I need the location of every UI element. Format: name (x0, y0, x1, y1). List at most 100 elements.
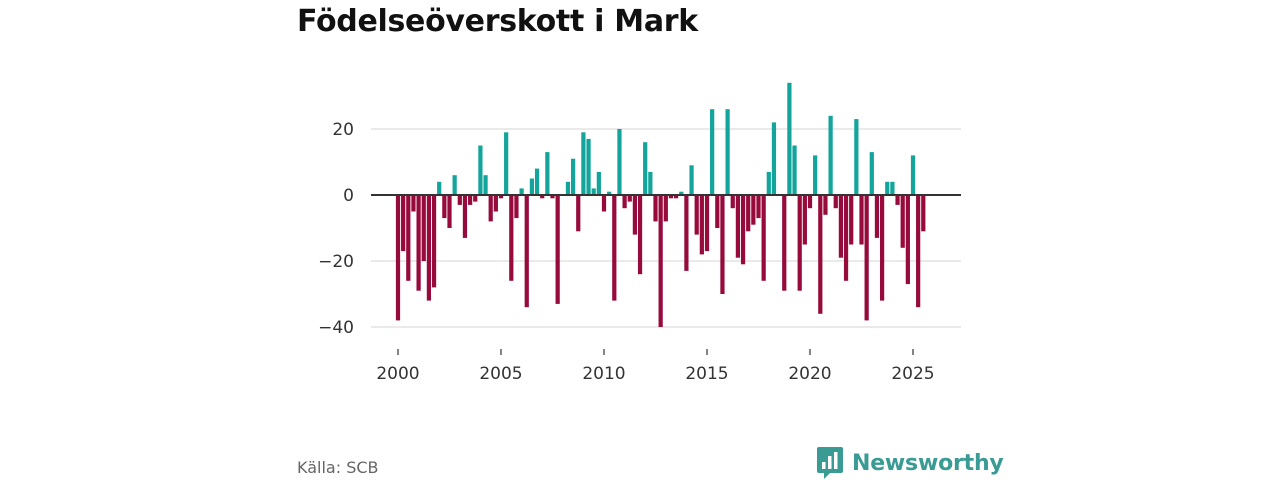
y-tick-label: −40 (318, 318, 354, 338)
bar (663, 195, 668, 222)
bar (457, 195, 462, 205)
bar (426, 195, 432, 301)
y-tick-label: 20 (332, 120, 354, 140)
bar (673, 195, 679, 199)
bar (771, 122, 777, 195)
bar (735, 195, 741, 258)
bar (514, 195, 519, 219)
bar (859, 195, 864, 245)
bar (524, 195, 529, 308)
bar (838, 195, 844, 258)
bar (720, 195, 725, 294)
bar (761, 195, 766, 281)
bar (586, 138, 591, 195)
bar (442, 195, 447, 219)
bar (823, 195, 828, 215)
bar (431, 195, 437, 288)
bar (916, 195, 921, 308)
bar (545, 152, 550, 195)
bar (679, 191, 684, 195)
bar (813, 155, 818, 195)
bar (421, 195, 426, 261)
bar (452, 175, 457, 195)
bar (684, 195, 689, 271)
bar (395, 195, 401, 321)
x-tick-label: 2015 (685, 364, 728, 384)
bar (411, 195, 416, 212)
bar (818, 195, 823, 314)
bar (529, 178, 535, 195)
bar (627, 195, 632, 202)
bar (874, 195, 880, 238)
brand-logo[interactable]: Newsworthy (816, 446, 1004, 480)
bar (437, 181, 442, 195)
bar (828, 115, 833, 195)
bar (746, 195, 751, 232)
bar (879, 195, 885, 301)
bar (612, 195, 617, 301)
bar (740, 195, 746, 265)
bar (540, 195, 545, 199)
bar (905, 195, 910, 285)
x-tick-label: 2025 (891, 364, 934, 384)
bar (488, 195, 493, 222)
x-tick-label: 2020 (788, 364, 831, 384)
bar (900, 195, 905, 248)
y-tick-label: −20 (318, 252, 354, 272)
bar (648, 171, 653, 195)
x-tick-label: 2005 (479, 364, 522, 384)
bar (483, 175, 488, 195)
bar (416, 195, 421, 291)
bar (782, 195, 787, 291)
bar (555, 195, 560, 304)
bar (596, 171, 601, 195)
bars (395, 82, 926, 327)
bar (792, 145, 797, 195)
bar-chart: −40 −20 0 20 2000 2005 2010 2015 2020 2025 (318, 82, 961, 384)
bar (473, 195, 478, 202)
bar (565, 181, 571, 195)
bar (885, 181, 890, 195)
bar (406, 195, 411, 281)
bar (622, 195, 627, 209)
bar (910, 155, 916, 195)
bar (751, 195, 756, 225)
bar (843, 195, 849, 281)
source-label: Källa: SCB (297, 458, 379, 477)
chart-title: Födelseöverskott i Mark (297, 4, 698, 39)
bar (869, 152, 874, 195)
bar (833, 195, 838, 209)
bar (854, 119, 859, 195)
bar (498, 195, 504, 199)
bar (890, 181, 895, 195)
bar (509, 195, 514, 281)
bar (710, 109, 715, 195)
bar (725, 109, 730, 195)
brand-name: Newsworthy (852, 450, 1004, 476)
bar (467, 195, 473, 205)
bar (478, 145, 483, 195)
bar (401, 195, 406, 252)
bar (617, 129, 622, 195)
y-tick-label: 0 (343, 186, 354, 206)
bar (504, 132, 509, 195)
bar (576, 195, 581, 232)
bar (607, 191, 612, 195)
bar (653, 195, 658, 222)
newsworthy-logo-icon (817, 447, 843, 479)
bar (519, 188, 524, 195)
x-tick-label: 2010 (582, 364, 625, 384)
bar (668, 195, 674, 199)
bar (756, 195, 761, 219)
gridlines (371, 128, 961, 328)
bar (715, 195, 720, 228)
bar (637, 195, 643, 275)
bar (807, 195, 813, 209)
bar (493, 195, 498, 212)
bar (591, 188, 596, 195)
bar (730, 195, 735, 209)
bar (581, 132, 586, 195)
bar (534, 168, 540, 195)
x-tick-label: 2000 (376, 364, 419, 384)
bar (601, 195, 607, 212)
